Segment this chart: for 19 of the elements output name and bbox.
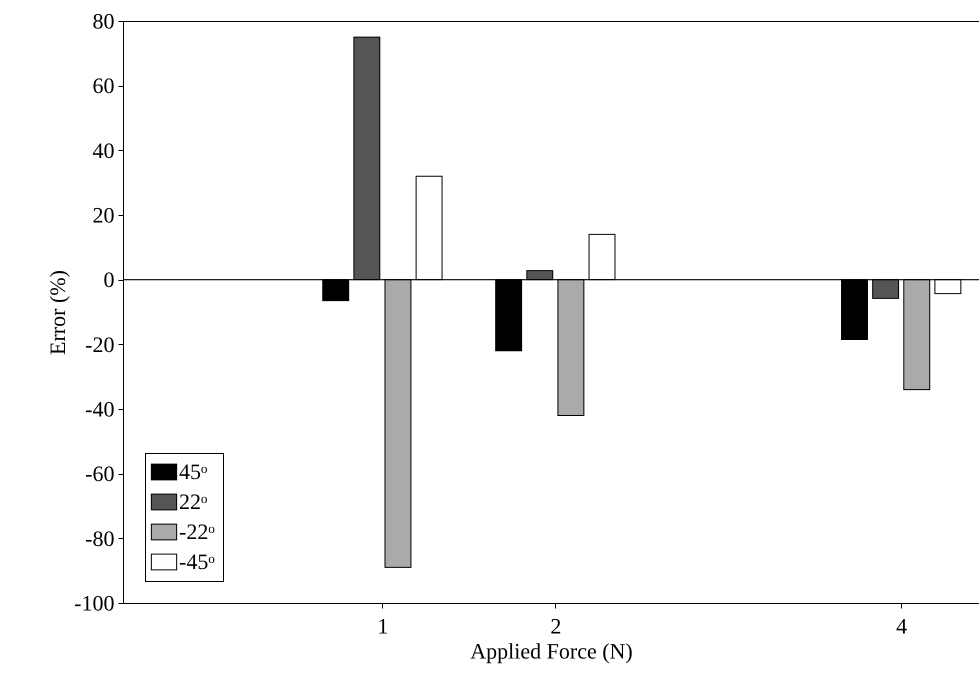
y-tick-label: 40: [92, 138, 114, 163]
y-tick-label: -80: [85, 526, 114, 551]
x-axis-title: Applied Force (N): [470, 638, 633, 664]
legend-label: -45ᵒ: [179, 549, 215, 574]
y-tick-label: 20: [92, 202, 114, 228]
y-axis-title: Error (%): [45, 270, 70, 355]
legend-label: 45ᵒ: [179, 459, 208, 484]
legend-label: -22ᵒ: [179, 519, 215, 544]
y-tick-label: 0: [104, 267, 114, 292]
x-tick-label: 4: [896, 614, 908, 638]
y-tick-label: -20: [85, 332, 114, 357]
y-tick-label: -100: [74, 590, 114, 616]
y-tick-label: 80: [92, 8, 114, 34]
y-tick-label: 60: [92, 73, 114, 98]
y-tick-label: -60: [85, 461, 114, 486]
x-tick-label: 2: [550, 614, 562, 638]
y-tick-label: -40: [85, 396, 114, 422]
legend-label: 22ᵒ: [179, 489, 208, 514]
x-tick-label: 1: [377, 614, 388, 638]
